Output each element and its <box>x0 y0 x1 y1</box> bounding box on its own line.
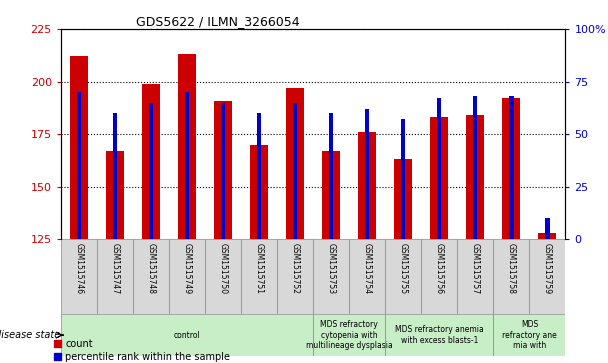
Bar <box>430 117 448 239</box>
Bar <box>61 314 313 356</box>
Bar <box>329 113 333 239</box>
Text: GSM1515749: GSM1515749 <box>182 243 192 294</box>
Bar <box>349 239 385 314</box>
Bar <box>221 103 225 239</box>
Bar <box>185 92 189 239</box>
Text: GSM1515756: GSM1515756 <box>435 243 444 294</box>
Text: GSM1515752: GSM1515752 <box>291 243 300 294</box>
Bar <box>385 239 421 314</box>
Text: GDS5622 / ILMN_3266054: GDS5622 / ILMN_3266054 <box>136 15 300 28</box>
Bar <box>313 314 385 356</box>
Bar <box>61 239 97 314</box>
Bar <box>112 113 117 239</box>
Text: MDS refractory
cytopenia with
multilineage dysplasia: MDS refractory cytopenia with multilinea… <box>306 320 393 350</box>
Bar <box>149 103 153 239</box>
Bar <box>293 103 297 239</box>
Bar <box>97 239 133 314</box>
Bar <box>241 239 277 314</box>
Text: GSM1515758: GSM1515758 <box>507 243 516 294</box>
Bar <box>473 96 477 239</box>
Bar <box>401 119 406 239</box>
Text: GSM1515746: GSM1515746 <box>74 243 83 294</box>
Text: GSM1515750: GSM1515750 <box>218 243 227 294</box>
Bar <box>250 145 268 239</box>
Bar <box>358 132 376 239</box>
Bar <box>466 115 485 239</box>
Bar <box>493 239 530 314</box>
Bar <box>437 98 441 239</box>
Text: GSM1515759: GSM1515759 <box>543 243 552 294</box>
Bar <box>322 151 340 239</box>
Text: GSM1515753: GSM1515753 <box>326 243 336 294</box>
Bar <box>214 101 232 239</box>
Text: MDS
refractory ane
mia with: MDS refractory ane mia with <box>502 320 557 350</box>
Bar <box>385 314 493 356</box>
Bar <box>169 239 205 314</box>
Bar <box>286 88 304 239</box>
Bar <box>510 96 514 239</box>
Bar <box>77 92 81 239</box>
Bar <box>502 98 520 239</box>
Bar <box>70 56 88 239</box>
Bar <box>365 109 369 239</box>
Text: control: control <box>174 331 200 340</box>
Text: GSM1515747: GSM1515747 <box>111 243 119 294</box>
Bar <box>205 239 241 314</box>
Bar <box>530 239 565 314</box>
Bar <box>457 239 493 314</box>
Text: MDS refractory anemia
with excess blasts-1: MDS refractory anemia with excess blasts… <box>395 325 483 345</box>
Bar <box>133 239 169 314</box>
Text: GSM1515748: GSM1515748 <box>147 243 156 294</box>
Text: GSM1515755: GSM1515755 <box>399 243 408 294</box>
Text: GSM1515751: GSM1515751 <box>255 243 263 294</box>
Bar <box>277 239 313 314</box>
Text: disease state: disease state <box>0 330 60 340</box>
Bar <box>394 159 412 239</box>
Bar <box>313 239 349 314</box>
Bar <box>539 233 556 239</box>
Bar <box>257 113 261 239</box>
Text: GSM1515757: GSM1515757 <box>471 243 480 294</box>
Bar <box>545 218 550 239</box>
Legend: count, percentile rank within the sample: count, percentile rank within the sample <box>54 339 230 362</box>
Bar <box>178 54 196 239</box>
Bar <box>106 151 124 239</box>
Bar <box>142 84 160 239</box>
Bar <box>421 239 457 314</box>
Text: GSM1515754: GSM1515754 <box>363 243 371 294</box>
Bar <box>493 314 565 356</box>
